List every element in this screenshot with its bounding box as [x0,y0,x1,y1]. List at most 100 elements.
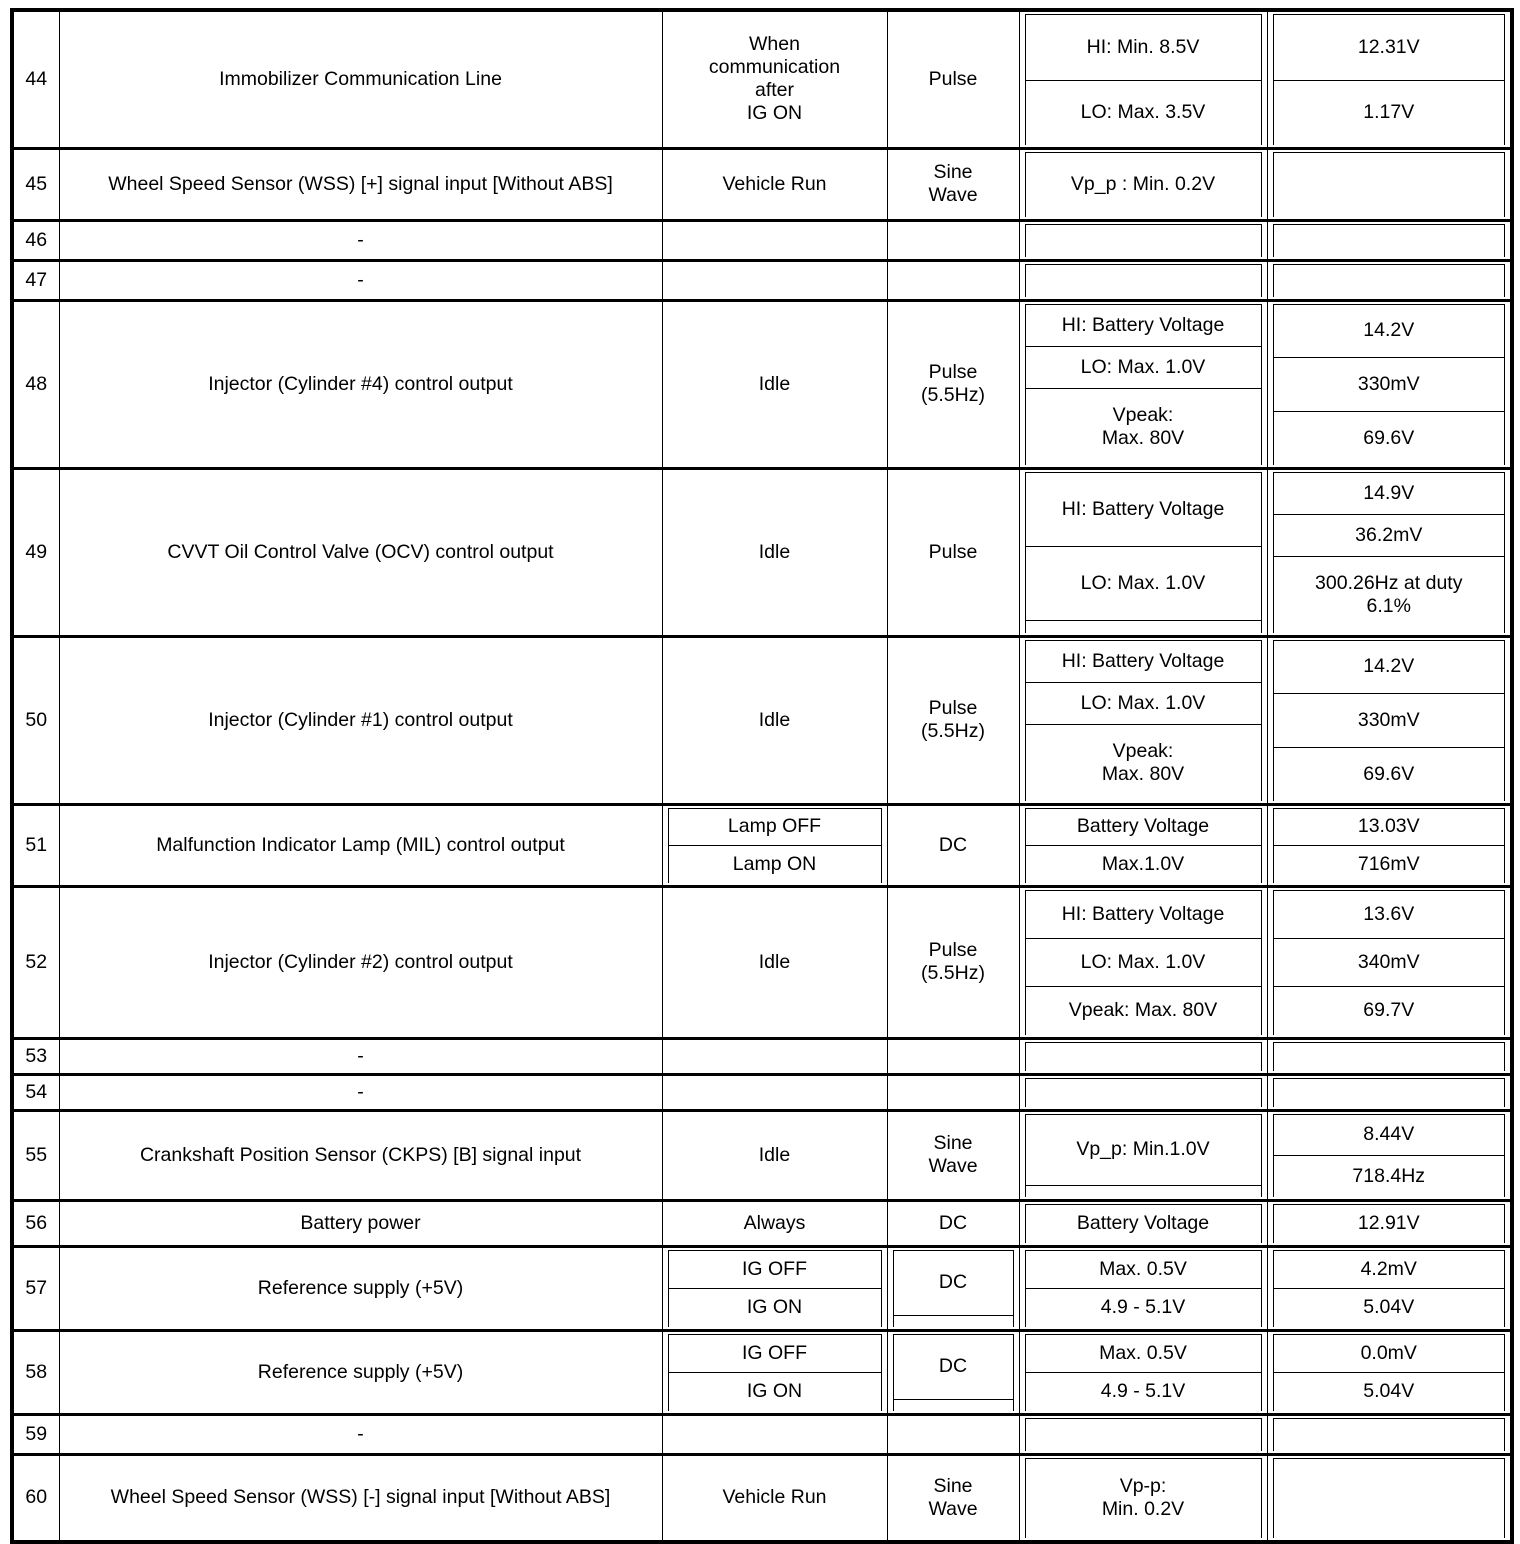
cell-description: - [58,218,663,261]
cell-signal-type: DC [886,1198,1020,1247]
cell-description: Wheel Speed Sensor (WSS) [-] signal inpu… [58,1452,663,1543]
cell-specification: Vp-p: Min. 0.2V [1018,1452,1268,1543]
table-row: 46- [11,218,1513,261]
cell-description: Immobilizer Communication Line [58,8,663,149]
cell-description: Injector (Cylinder #1) control output [58,634,663,805]
specification-subcell [1024,1077,1262,1107]
cell-measured-value: 14.2V 330mV 69.6V [1266,634,1513,805]
cell-terminal-number: 48 [11,298,60,469]
cell-signal-type [886,218,1020,261]
cell-condition: Idle [661,298,888,469]
specification-subcell: HI: Min. 8.5V [1024,14,1262,81]
cell-measured-value: 8.44V 718.4Hz [1266,1108,1513,1201]
specification-subcell: LO: Max. 1.0V [1024,545,1262,622]
cell-terminal-number: 60 [11,1452,60,1543]
cell-terminal-number: 52 [11,884,60,1039]
cell-specification: Vp_p: Min.1.0V [1018,1108,1268,1201]
measured-value-subcell [1272,223,1505,257]
measured-value-subcell-group: 8.44V 718.4Hz [1272,1113,1506,1197]
specification-subcell-group [1024,1041,1262,1071]
measured-value-subcell: 13.6V [1272,889,1505,939]
cell-description: - [58,1036,663,1075]
measured-value-subcell: 14.2V [1272,639,1505,695]
table-row: 50 Injector (Cylinder #1) control output I… [11,634,1513,805]
specification-subcell [1024,1041,1262,1071]
measured-value-subcell: 14.2V [1272,303,1505,359]
measured-value-subcell: 69.6V [1272,747,1505,801]
cell-measured-value: 4.2mV 5.04V [1266,1244,1513,1331]
specification-subcell-group: Vp-p: Min. 0.2V [1024,1457,1262,1538]
cell-specification: Vp_p : Min. 0.2V [1018,146,1268,221]
measured-value-subcell: 718.4Hz [1272,1155,1505,1197]
specification-subcell: HI: Battery Voltage [1024,303,1262,347]
signal-type-subcell [892,1315,1014,1327]
cell-measured-value: 14.2V 330mV 69.6V [1266,298,1513,469]
cell-signal-type [886,258,1020,301]
cell-condition: When communication after IG ON [661,8,888,149]
specification-subcell: Vpeak: Max. 80V [1024,387,1262,465]
measured-value-subcell-group: 12.91V [1272,1203,1506,1243]
cell-measured-value [1266,258,1513,301]
specification-subcell: Battery Voltage [1024,1203,1262,1243]
cell-condition [661,218,888,261]
cell-condition [661,1072,888,1111]
cell-terminal-number: 54 [11,1072,60,1111]
measured-value-subcell: 36.2mV [1272,513,1505,557]
condition-subcell: Lamp OFF [667,807,882,847]
cell-condition: Idle [661,466,888,637]
measured-value-subcell: 8.44V [1272,1113,1505,1157]
cell-specification: Battery Voltage [1018,1198,1268,1247]
ecm-terminal-spec-table: 44 Immobilizer Communication Line When com… [10,8,1514,1544]
cell-condition [661,1412,888,1455]
cell-description: - [58,258,663,301]
cell-condition: Always [661,1198,888,1247]
table-row: 53- [11,1036,1513,1075]
table-row: 59- [11,1412,1513,1455]
cell-specification: Max. 0.5V 4.9 - 5.1V [1018,1328,1268,1415]
cell-specification [1018,1072,1268,1111]
cell-terminal-number: 44 [11,8,60,149]
cell-terminal-number: 45 [11,146,60,221]
cell-terminal-number: 53 [11,1036,60,1075]
measured-value-subcell-group [1272,1417,1506,1451]
cell-terminal-number: 59 [11,1412,60,1455]
specification-subcell: Max. 0.5V [1024,1333,1262,1374]
specification-subcell [1024,223,1262,257]
cell-measured-value [1266,1452,1513,1543]
specification-subcell: Max.1.0V [1024,845,1262,883]
cell-measured-value [1266,146,1513,221]
measured-value-subcell: 1.17V [1272,79,1505,145]
specification-subcell: HI: Battery Voltage [1024,639,1262,683]
cell-signal-type: Pulse [886,8,1020,149]
table-row: 44 Immobilizer Communication Line When com… [11,8,1513,149]
measured-value-subcell-group: 14.2V 330mV 69.6V [1272,639,1506,801]
cell-condition: Lamp OFF Lamp ON [661,802,888,887]
cell-description: Injector (Cylinder #4) control output [58,298,663,469]
cell-description: Reference supply (+5V) [58,1328,663,1415]
cell-condition: Idle [661,634,888,805]
cell-signal-type: Sine Wave [886,1108,1020,1201]
condition-subcell: IG OFF [667,1249,882,1290]
measured-value-subcell: 330mV [1272,357,1505,413]
signal-type-subcell: DC [892,1249,1014,1317]
cell-signal-type [886,1412,1020,1455]
table-row: 51 Malfunction Indicator Lamp (MIL) contr… [11,802,1513,887]
cell-specification [1018,1036,1268,1075]
cell-measured-value [1266,218,1513,261]
cell-condition: Idle [661,1108,888,1201]
cell-condition: IG OFF IG ON [661,1244,888,1331]
measured-value-subcell: 5.04V [1272,1372,1505,1411]
measured-value-subcell [1272,1457,1505,1538]
specification-subcell: Vp-p: Min. 0.2V [1024,1457,1262,1538]
cell-terminal-number: 51 [11,802,60,887]
cell-measured-value: 12.91V [1266,1198,1513,1247]
measured-value-subcell-group [1272,263,1506,297]
cell-description: CVVT Oil Control Valve (OCV) control out… [58,466,663,637]
cell-signal-type: Pulse (5.5Hz) [886,884,1020,1039]
cell-signal-type: Pulse (5.5Hz) [886,298,1020,469]
measured-value-subcell: 330mV [1272,693,1505,749]
cell-description: - [58,1072,663,1111]
cell-specification: HI: Battery Voltage LO: Max. 1.0V Vpeak: M… [1018,884,1268,1039]
specification-subcell-group [1024,1077,1262,1107]
specification-subcell-group [1024,263,1262,297]
